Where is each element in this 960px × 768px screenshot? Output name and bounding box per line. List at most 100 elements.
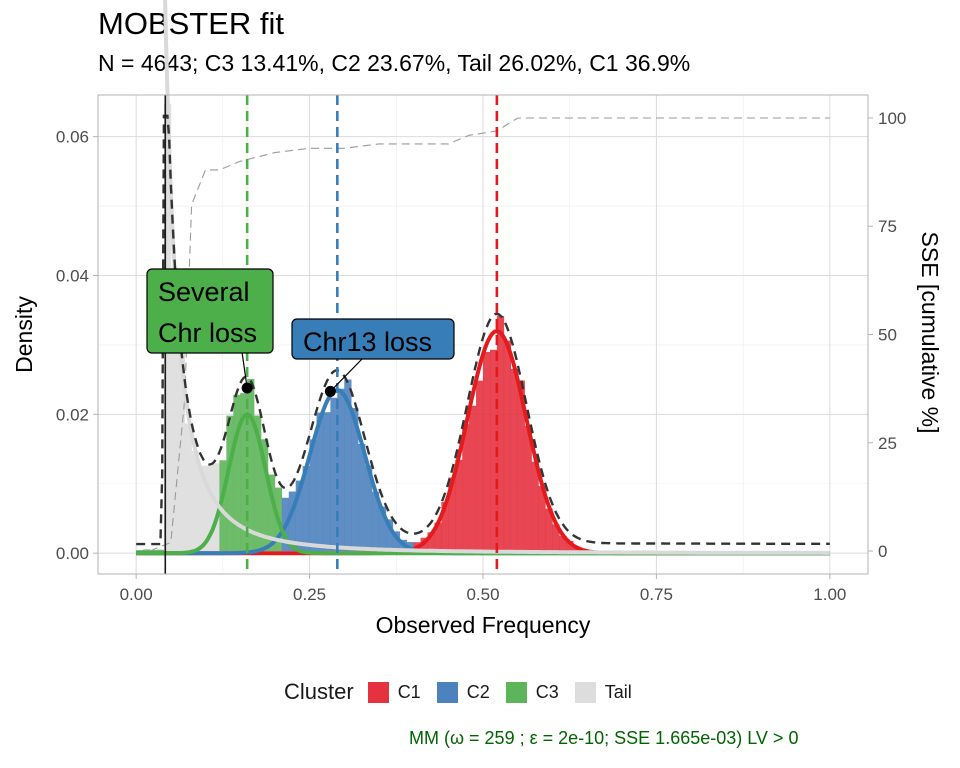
histogram-bar-c1 bbox=[517, 380, 525, 554]
annotations: Several Chr loss Chr13 loss bbox=[146, 268, 455, 397]
histogram-bar-c2 bbox=[337, 388, 345, 554]
histogram-bar-c2 bbox=[351, 408, 359, 554]
histogram-bar-c3 bbox=[233, 394, 241, 554]
y-tick-label: 0.06 bbox=[56, 128, 89, 147]
annotation-point bbox=[241, 382, 253, 394]
legend-title: Cluster bbox=[284, 679, 354, 704]
y-tick-label: 0.04 bbox=[56, 266, 89, 285]
histogram-bar-c2 bbox=[392, 531, 401, 554]
chart-svg: 0.00 0.25 0.50 0.75 1.00 0.00 0.02 0.04 0.06 0 25 5… bbox=[11, 0, 943, 638]
histogram-bar-c1 bbox=[510, 368, 518, 554]
model-caption: MM (ω = 259 ; ε = 2e-10; SSE 1.665e-03) … bbox=[409, 728, 799, 748]
legend-swatch-c3 bbox=[505, 681, 527, 703]
annotation-label: Chr loss bbox=[158, 318, 257, 348]
histogram-bar-c3 bbox=[267, 474, 276, 554]
x-tick-label: 1.00 bbox=[813, 585, 846, 604]
histogram-bar-c3 bbox=[254, 415, 262, 554]
histogram-bar-c2 bbox=[302, 466, 310, 554]
legend-label-c2: C2 bbox=[466, 681, 490, 702]
legend-label-c3: C3 bbox=[535, 681, 559, 702]
histogram-bar-c1 bbox=[531, 461, 539, 554]
x-tick-label: 0.25 bbox=[293, 585, 326, 604]
x-tick-label: 0.75 bbox=[640, 585, 673, 604]
histogram-bar-c2 bbox=[309, 439, 317, 554]
histogram-bar-c1 bbox=[483, 352, 491, 554]
legend-swatch-c2 bbox=[436, 681, 458, 703]
histogram-bar-c3 bbox=[261, 439, 269, 554]
histogram-bar-tail bbox=[205, 465, 213, 554]
histogram-bar-c2 bbox=[372, 491, 380, 554]
annotation-box bbox=[291, 318, 455, 360]
histogram-bar-c1 bbox=[476, 380, 484, 554]
mixture-density-line bbox=[136, 114, 830, 546]
histogram-bar-c1 bbox=[503, 340, 512, 554]
y2-tick-label: 0 bbox=[878, 542, 887, 561]
histogram-bar-c2 bbox=[330, 397, 338, 554]
x-tick-label: 0.00 bbox=[120, 585, 153, 604]
histogram-bar-tail bbox=[177, 352, 186, 554]
annotation-leader bbox=[329, 358, 363, 392]
x-tick-label: 0.50 bbox=[466, 585, 499, 604]
histogram-bar-tail bbox=[184, 423, 192, 554]
histogram-bar-c2 bbox=[316, 412, 324, 554]
histogram-bar-c3 bbox=[219, 460, 227, 554]
histogram-bar-c1 bbox=[566, 540, 574, 554]
histogram-bar-tail bbox=[191, 450, 199, 554]
y2-tick-label: 25 bbox=[878, 434, 897, 453]
y-axis-title: Density bbox=[11, 296, 37, 373]
sse-cumulative-line bbox=[149, 117, 830, 552]
histogram-bar-c2 bbox=[288, 491, 297, 554]
chart-lines bbox=[136, 0, 830, 574]
histogram-bar-c2 bbox=[365, 465, 373, 554]
y2-tick-label: 50 bbox=[878, 326, 897, 345]
x-axis-title: Observed Frequency bbox=[376, 612, 591, 638]
histogram-bar-c1 bbox=[434, 522, 442, 554]
histogram-bar-c1 bbox=[545, 508, 553, 554]
histogram-bar-tail bbox=[198, 465, 206, 554]
chart-title: MOBSTER fit bbox=[98, 6, 285, 41]
histogram-bar-c3 bbox=[240, 393, 248, 554]
histogram-bar-c1 bbox=[489, 349, 498, 554]
histogram-bar-c1 bbox=[462, 424, 470, 554]
histogram-bar-c1 bbox=[524, 425, 532, 554]
histogram-bar-c1 bbox=[538, 486, 546, 554]
histogram-bar-c1 bbox=[573, 547, 581, 554]
histogram-bar-c1 bbox=[552, 524, 560, 554]
histogram-bar-c1 bbox=[455, 459, 463, 554]
histogram-bar-c2 bbox=[344, 379, 352, 554]
histogram-bar-c3 bbox=[247, 378, 255, 554]
legend-item-c3: C3 bbox=[505, 681, 559, 703]
y-tick-label: 0.02 bbox=[56, 405, 89, 424]
histogram-bar-c2 bbox=[378, 506, 387, 554]
histogram-bar-c2 bbox=[295, 480, 303, 554]
histogram-bar-c1 bbox=[559, 535, 567, 554]
histogram-bar-c2 bbox=[385, 519, 394, 554]
histogram-bar-c3 bbox=[226, 415, 234, 554]
annotation-leader bbox=[241, 351, 248, 389]
histogram-bar-c1 bbox=[496, 315, 505, 554]
legend-item-c2: C2 bbox=[436, 681, 490, 703]
histogram-bar-c1 bbox=[448, 477, 456, 554]
y-tick-label: 0.00 bbox=[56, 544, 89, 563]
y2-axis-title: SSE [cumulative %] bbox=[917, 232, 943, 434]
chart-subtitle: N = 4643; C3 13.41%, C2 23.67%, Tail 26.… bbox=[98, 50, 691, 76]
annotation-label: Chr13 loss bbox=[303, 327, 432, 357]
histogram-bar-tail bbox=[212, 463, 220, 554]
legend-swatch-c1 bbox=[367, 681, 389, 703]
legend: Cluster C1 C2 C3 Tail bbox=[284, 676, 648, 708]
histogram-bar-c1 bbox=[441, 502, 449, 554]
histogram-bar-c1 bbox=[427, 532, 435, 554]
legend-item-tail: Tail bbox=[574, 681, 632, 703]
legend-item-c1: C1 bbox=[367, 681, 421, 703]
histogram-bar-c1 bbox=[420, 537, 428, 554]
axes: 0.00 0.25 0.50 0.75 1.00 0.00 0.02 0.04 0.06 0 25 5… bbox=[11, 94, 943, 638]
legend-swatch-tail bbox=[574, 681, 596, 703]
annotation-label: Several bbox=[158, 277, 250, 307]
legend-label-tail: Tail bbox=[604, 681, 632, 702]
annotation-box bbox=[146, 268, 274, 354]
histogram-bar-c2 bbox=[358, 443, 366, 554]
y2-tick-label: 75 bbox=[878, 217, 897, 236]
annotation-point bbox=[324, 385, 336, 397]
histogram-bar-c2 bbox=[323, 412, 331, 554]
y2-tick-label: 100 bbox=[878, 109, 906, 128]
